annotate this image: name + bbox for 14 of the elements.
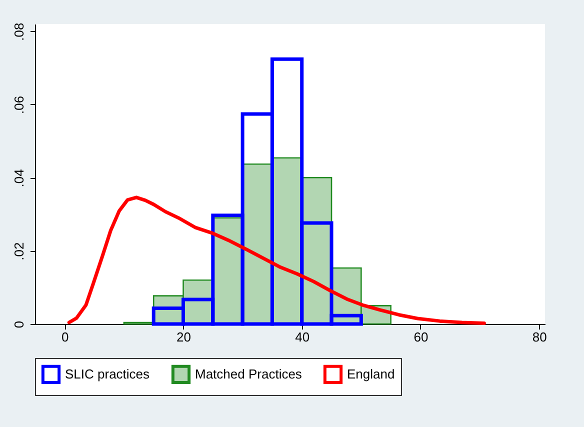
- legend-label: England: [347, 366, 395, 382]
- x-tick-label: 20: [176, 330, 191, 344]
- x-tick-label: 60: [414, 330, 428, 344]
- line-series: [67, 196, 486, 326]
- y-tick-label: .08: [12, 22, 26, 41]
- x-tick-label: 40: [295, 330, 310, 344]
- y-tick-label: .06: [12, 96, 26, 114]
- y-tick-label: 0: [12, 320, 26, 328]
- y-tick-label: .04: [12, 169, 26, 188]
- y-tick-label: .02: [12, 242, 26, 260]
- legend-label: Matched Practices: [195, 366, 302, 382]
- legend-label: SLIC practices: [65, 366, 150, 382]
- x-tick-label: 0: [62, 330, 69, 344]
- x-tick-label: 80: [532, 330, 547, 344]
